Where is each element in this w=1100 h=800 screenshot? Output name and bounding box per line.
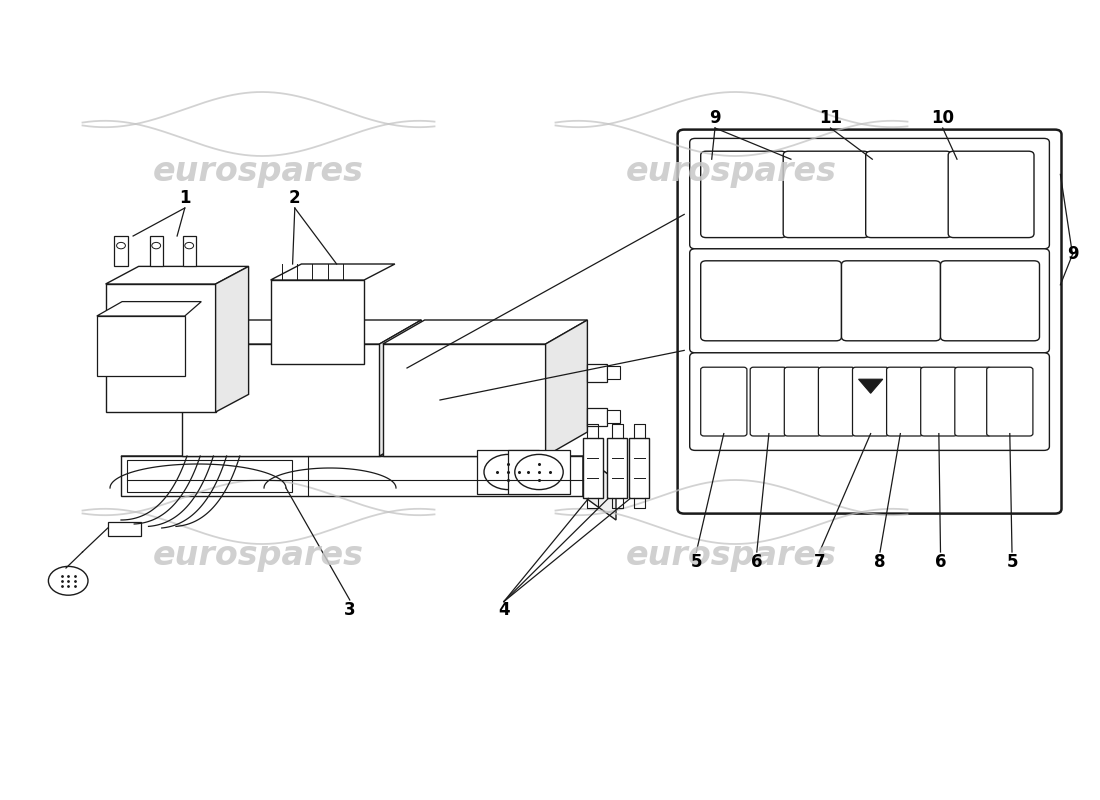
Bar <box>607 366 620 379</box>
Text: 8: 8 <box>874 553 886 570</box>
FancyBboxPatch shape <box>948 151 1034 238</box>
Bar <box>126 460 292 492</box>
Text: 10: 10 <box>932 110 954 127</box>
Polygon shape <box>379 320 421 456</box>
Text: 5: 5 <box>1006 553 1018 570</box>
Bar <box>114 236 128 266</box>
FancyBboxPatch shape <box>842 261 940 341</box>
Text: 9: 9 <box>1067 246 1078 263</box>
Text: 1: 1 <box>179 190 190 207</box>
Bar <box>108 522 141 536</box>
FancyBboxPatch shape <box>784 367 821 436</box>
Text: eurospares: eurospares <box>153 539 364 573</box>
FancyBboxPatch shape <box>750 367 786 436</box>
Bar <box>607 438 627 498</box>
Bar <box>508 450 570 494</box>
FancyBboxPatch shape <box>690 353 1049 450</box>
FancyBboxPatch shape <box>921 367 957 436</box>
Circle shape <box>484 454 532 490</box>
FancyBboxPatch shape <box>783 151 869 238</box>
Bar <box>97 316 185 376</box>
Bar <box>587 408 607 426</box>
Text: 7: 7 <box>814 553 825 570</box>
Circle shape <box>515 454 563 490</box>
Text: 4: 4 <box>498 601 509 618</box>
Polygon shape <box>121 456 616 480</box>
Polygon shape <box>182 320 421 344</box>
FancyBboxPatch shape <box>701 367 747 436</box>
FancyBboxPatch shape <box>701 261 842 341</box>
Polygon shape <box>383 320 587 344</box>
Polygon shape <box>216 266 249 412</box>
Bar <box>583 438 603 498</box>
Bar <box>150 236 163 266</box>
Polygon shape <box>583 456 616 520</box>
Bar <box>629 438 649 498</box>
FancyBboxPatch shape <box>887 367 923 436</box>
Text: 2: 2 <box>289 190 300 207</box>
FancyBboxPatch shape <box>690 138 1049 249</box>
Text: eurospares: eurospares <box>153 155 364 189</box>
Polygon shape <box>97 302 201 316</box>
Polygon shape <box>106 266 249 284</box>
Text: 3: 3 <box>344 601 355 618</box>
Bar <box>607 410 620 423</box>
FancyBboxPatch shape <box>866 151 952 238</box>
Bar <box>587 364 607 382</box>
Circle shape <box>117 242 125 249</box>
Text: 9: 9 <box>710 110 720 127</box>
Polygon shape <box>271 264 395 280</box>
Bar <box>271 280 364 364</box>
Text: 5: 5 <box>691 553 702 570</box>
FancyBboxPatch shape <box>940 261 1040 341</box>
Text: 11: 11 <box>820 110 842 127</box>
Circle shape <box>48 566 88 595</box>
Circle shape <box>185 242 194 249</box>
FancyBboxPatch shape <box>955 367 991 436</box>
FancyBboxPatch shape <box>852 367 889 436</box>
Text: eurospares: eurospares <box>626 155 837 189</box>
Bar <box>106 284 216 412</box>
Text: 6: 6 <box>935 553 946 570</box>
FancyBboxPatch shape <box>818 367 855 436</box>
FancyBboxPatch shape <box>690 249 1049 353</box>
Circle shape <box>152 242 161 249</box>
Polygon shape <box>121 456 583 496</box>
FancyBboxPatch shape <box>987 367 1033 436</box>
Bar <box>383 344 546 456</box>
FancyBboxPatch shape <box>678 130 1062 514</box>
Text: 6: 6 <box>751 553 762 570</box>
Polygon shape <box>546 320 587 456</box>
Bar <box>477 450 539 494</box>
Bar <box>183 236 196 266</box>
FancyBboxPatch shape <box>701 151 786 238</box>
Text: eurospares: eurospares <box>626 539 837 573</box>
Polygon shape <box>858 379 882 394</box>
Bar <box>182 344 380 456</box>
